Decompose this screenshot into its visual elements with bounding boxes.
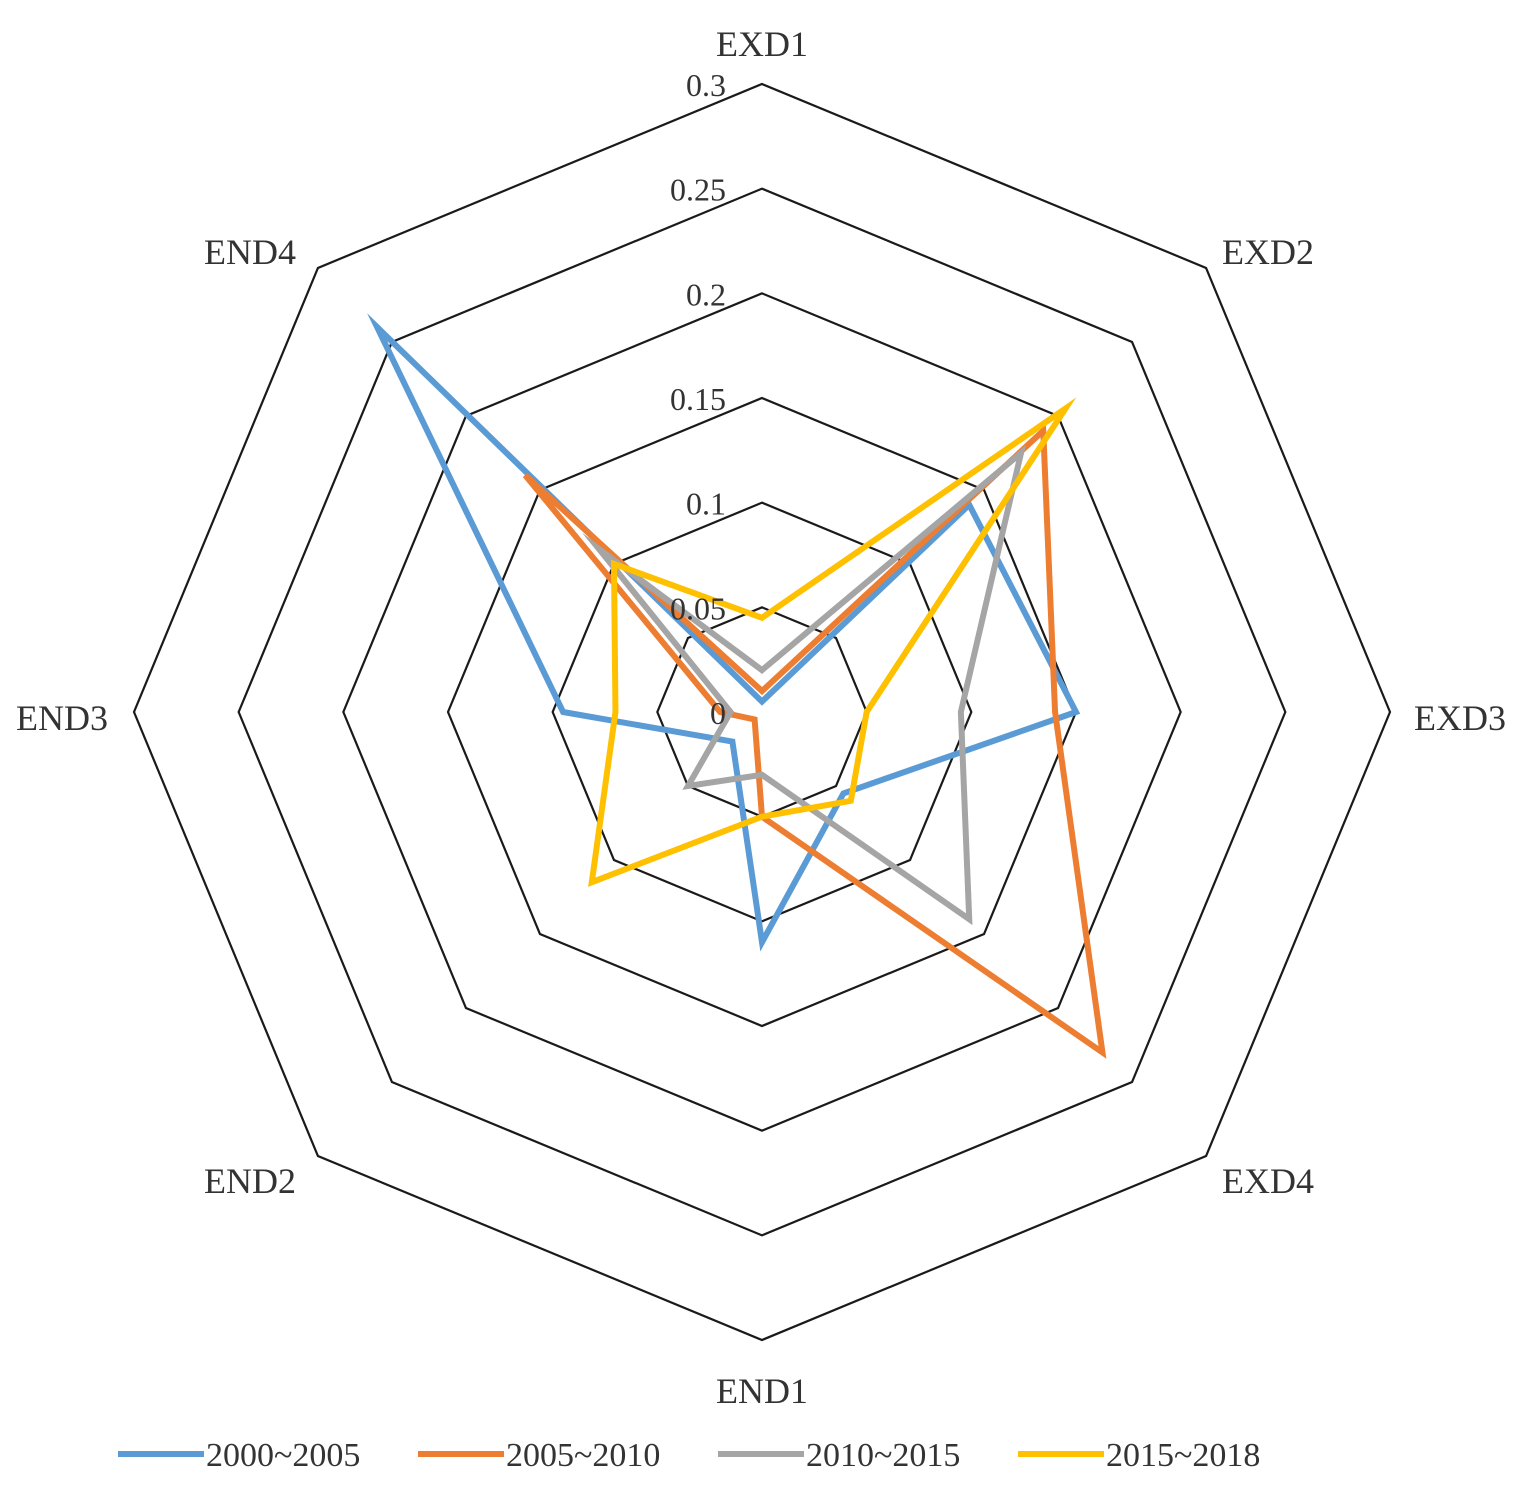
axis-labels: EXD1 EXD2 EXD3 EXD4 END1 END2 END3 END4 [16,24,1506,1411]
tick-label-0-1: 0.1 [686,486,726,522]
axis-label-exd2: EXD2 [1222,232,1314,272]
legend: 2000~2005 2005~2010 2010~2015 2015~2018 [118,1437,1260,1474]
axis-label-exd3: EXD3 [1414,698,1506,738]
radar-grid [132,82,1392,1342]
tick-label-0-05: 0.05 [670,590,726,626]
series-line-2010~2015 [582,444,1026,926]
legend-label-2015~2018: 2015~2018 [1106,1437,1260,1474]
legend-label-2000~2005: 2000~2005 [206,1437,360,1474]
tick-label-0: 0 [710,695,726,731]
axis-label-exd1: EXD1 [716,24,808,64]
grid-ring-0-3 [132,82,1392,1342]
legend-label-2010~2015: 2010~2015 [806,1437,960,1474]
grid-ring-0-2 [342,292,1182,1132]
tick-label-0-2: 0.2 [686,276,726,312]
series-line-2000~2005 [367,313,1081,952]
tick-label-0-3: 0.3 [686,67,726,103]
axis-label-end4: END4 [204,232,296,272]
axis-label-end1: END1 [716,1371,808,1411]
legend-label-2005~2010: 2005~2010 [506,1437,660,1474]
radar-series [367,313,1107,1059]
tick-label-0-15: 0.15 [670,381,726,417]
series-line-2015~2018 [588,397,1077,887]
tick-labels: 0 0.05 0.1 0.15 0.2 0.25 0.3 [670,67,726,731]
axis-label-end2: END2 [204,1161,296,1201]
grid-ring-0-15 [446,396,1078,1028]
grid-ring-0-25 [237,187,1287,1237]
tick-label-0-25: 0.25 [670,172,726,208]
axis-label-exd4: EXD4 [1222,1161,1314,1201]
axis-label-end3: END3 [16,698,108,738]
